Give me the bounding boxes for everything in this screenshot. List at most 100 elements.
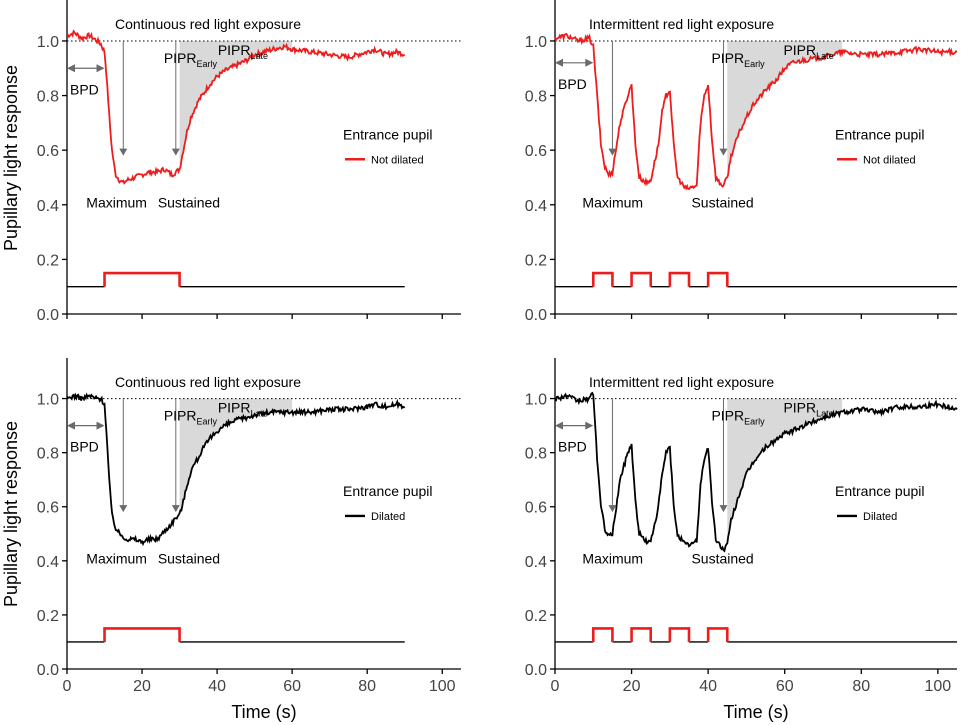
pipr-early-sub: Early <box>197 417 218 427</box>
panel-bottom-right: 0.0 0.2 0.4 0.6 0.8 1.0 0 20 40 60 80 100 BPD Maximum… <box>525 358 958 695</box>
y-tick-label: 0.8 <box>37 89 59 106</box>
response-line <box>554 391 958 553</box>
maximum-label: Maximum <box>86 551 147 567</box>
bpd-arrow-left-head <box>67 64 75 73</box>
x-tick-label: 20 <box>133 678 151 695</box>
stimulus-pulse <box>706 271 729 287</box>
pipr-late-main: PIPR <box>218 42 251 58</box>
pipr-shaded-area <box>179 398 293 515</box>
x-tick-label: 80 <box>358 678 376 695</box>
maximum-arrow-head <box>608 148 617 156</box>
y-tick-label: 0.0 <box>37 662 59 679</box>
pipr-late-main: PIPR <box>218 400 251 416</box>
pipr-early-sub: Early <box>744 59 765 69</box>
bpd-arrow-left-head <box>67 421 75 430</box>
maximum-label: Maximum <box>86 195 147 211</box>
bpd-label: BPD <box>558 76 587 92</box>
pipr-early-main: PIPR <box>164 408 197 424</box>
legend-title: Entrance pupil <box>343 126 433 142</box>
y-tick-label: 0.4 <box>525 554 547 571</box>
maximum-label: Maximum <box>582 551 643 567</box>
legend-title: Entrance pupil <box>343 483 433 499</box>
bpd-arrow-right-head <box>585 421 594 430</box>
y-tick-label: 0.8 <box>37 446 59 463</box>
sustained-arrow-head <box>171 148 180 156</box>
y-tick-label: 1.0 <box>525 34 547 51</box>
y-tick-label: 0.4 <box>525 198 547 215</box>
y-tick-label: 0.6 <box>37 500 59 517</box>
x-axis-title-left: Time (s) <box>231 702 296 722</box>
response-line <box>66 29 406 185</box>
panel-title: Intermittent red light exposure <box>589 16 774 32</box>
panel-top-left: 0.0 0.2 0.4 0.6 0.8 1.0 BPD Maximum Sustained PIP… <box>37 0 461 324</box>
pipr-late-sub: Late <box>816 51 834 61</box>
panel-title: Continuous red light exposure <box>115 16 301 32</box>
x-tick-label: 40 <box>208 678 226 695</box>
legend-title: Entrance pupil <box>835 126 925 142</box>
response-line <box>66 392 406 547</box>
y-tick-label: 1.0 <box>37 34 59 51</box>
y-tick-label: 0.2 <box>37 252 59 269</box>
stimulus-pulse <box>630 271 653 287</box>
response-line <box>554 32 958 191</box>
maximum-arrow-head <box>119 148 128 156</box>
y-axis-title-bottom: Pupillary light response <box>1 421 21 607</box>
pipr-late-label: PIPRLate <box>218 42 268 61</box>
y-axis-title-top: Pupillary light response <box>1 65 21 251</box>
x-tick-label: 20 <box>623 678 641 695</box>
maximum-arrow-head <box>119 505 128 513</box>
x-tick-label: 0 <box>551 678 560 695</box>
y-tick-label: 0.0 <box>37 307 59 324</box>
maximum-label: Maximum <box>582 195 643 211</box>
bpd-arrow-left-head <box>555 58 563 67</box>
y-tick-label: 0.2 <box>525 608 547 625</box>
pipr-late-sub: Late <box>251 409 269 419</box>
sustained-label: Sustained <box>691 551 753 567</box>
x-tick-label: 60 <box>776 678 794 695</box>
y-tick-label: 1.0 <box>525 392 547 409</box>
sustained-label: Sustained <box>691 195 753 211</box>
x-tick-label: 80 <box>852 678 870 695</box>
panel-top-right: 0.0 0.2 0.4 0.6 0.8 1.0 BPD Maximum Sustained PIP… <box>525 0 958 324</box>
y-tick-label: 0.4 <box>37 554 59 571</box>
legend-label: Not dilated <box>371 154 424 166</box>
pipr-shaded-area <box>727 40 843 178</box>
sustained-label: Sustained <box>158 195 220 211</box>
pipr-late-sub: Late <box>816 409 834 419</box>
sustained-arrow-head <box>171 505 180 513</box>
legend-label: Dilated <box>371 511 405 523</box>
y-tick-label: 0.6 <box>525 143 547 160</box>
bpd-label: BPD <box>558 439 587 455</box>
y-tick-label: 1.0 <box>37 392 59 409</box>
pipr-shaded-area <box>179 40 293 170</box>
legend-label: Dilated <box>863 511 897 523</box>
x-tick-label: 100 <box>429 678 456 695</box>
bpd-arrow-right-head <box>96 64 105 73</box>
x-tick-label: 100 <box>925 678 952 695</box>
panel-bottom-left: 0.0 0.2 0.4 0.6 0.8 1.0 0 20 40 60 80 100 BPD Maximum… <box>37 358 461 695</box>
stimulus-pulse <box>668 271 691 287</box>
legend-title: Entrance pupil <box>835 483 925 499</box>
y-tick-label: 0.4 <box>37 198 59 215</box>
y-tick-label: 0.8 <box>525 89 547 106</box>
x-tick-label: 60 <box>283 678 301 695</box>
pipr-late-sub: Late <box>251 51 269 61</box>
sustained-label: Sustained <box>158 551 220 567</box>
pipr-shaded-area <box>727 398 843 545</box>
bpd-label: BPD <box>70 81 99 97</box>
x-tick-label: 0 <box>63 678 72 695</box>
bpd-arrow-right-head <box>585 58 594 67</box>
pipr-late-label: PIPRLate <box>218 400 268 419</box>
bpd-arrow-left-head <box>555 421 563 430</box>
y-tick-label: 0.6 <box>525 500 547 517</box>
y-tick-label: 0.0 <box>525 662 547 679</box>
pipr-early-label: PIPREarly <box>164 408 218 427</box>
stimulus-pulse <box>103 627 181 642</box>
y-tick-label: 0.2 <box>37 608 59 625</box>
pipr-late-main: PIPR <box>783 42 816 58</box>
bpd-label: BPD <box>70 439 99 455</box>
pipr-late-label: PIPRLate <box>783 42 833 61</box>
pipr-early-label: PIPREarly <box>711 408 765 427</box>
pipr-early-label: PIPREarly <box>711 50 765 69</box>
